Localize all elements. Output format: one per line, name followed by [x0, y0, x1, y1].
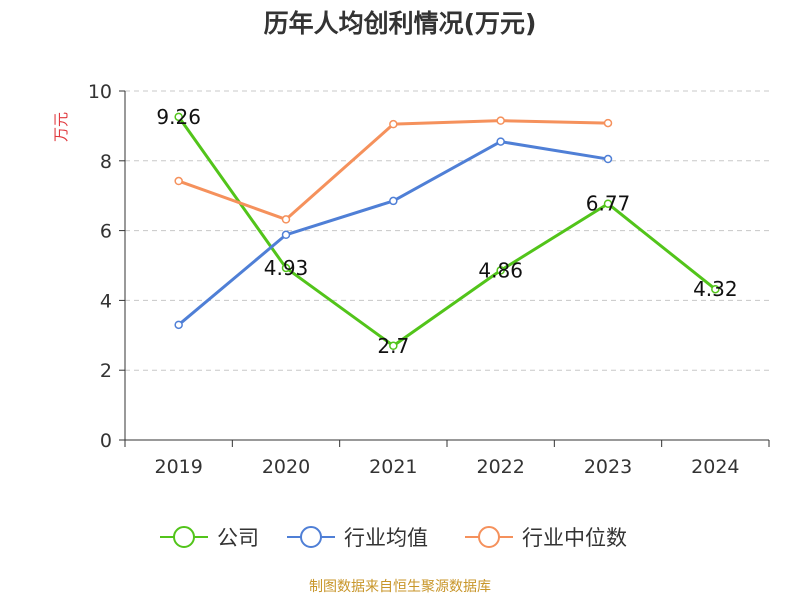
data-label: 2.7 — [377, 334, 409, 358]
x-tick-label: 2021 — [369, 456, 417, 478]
data-point — [389, 196, 398, 206]
data-point — [174, 112, 183, 122]
data-point — [711, 284, 720, 294]
data-label: 4.32 — [693, 277, 738, 301]
source-note: 制图数据来自恒生聚源数据库 — [309, 579, 491, 595]
legend-label: 公司 — [217, 526, 259, 550]
series-line-0 — [177, 115, 717, 348]
legend-marker — [300, 526, 322, 548]
y-tick-label: 6 — [100, 221, 112, 243]
y-tick-label: 2 — [100, 360, 112, 382]
data-point — [389, 341, 398, 351]
series-line-1 — [177, 140, 609, 326]
data-point — [603, 118, 613, 128]
data-point — [281, 263, 291, 273]
data-point — [603, 199, 613, 208]
y-tick-label: 4 — [100, 290, 112, 312]
data-label: 4.93 — [264, 256, 309, 280]
chart-title: 历年人均创利情况(万元) — [263, 9, 537, 38]
data-point — [174, 176, 183, 186]
data-point — [603, 154, 613, 164]
data-point — [496, 137, 505, 146]
x-tick-label: 2020 — [262, 456, 310, 478]
data-label: 4.86 — [478, 258, 523, 282]
data-label: 6.77 — [586, 192, 631, 216]
x-tick-label: 2022 — [476, 456, 524, 478]
x-tick-label: 2023 — [584, 456, 632, 478]
data-label: 9.26 — [156, 105, 201, 129]
x-tick-label: 2024 — [691, 456, 739, 478]
y-tick-label: 0 — [100, 430, 112, 452]
data-point — [389, 119, 398, 129]
data-point — [174, 320, 183, 330]
data-point — [281, 230, 291, 240]
legend-marker — [478, 526, 500, 548]
y-tick-label: 10 — [88, 81, 112, 103]
data-point — [281, 215, 291, 224]
legend-label: 行业中位数 — [522, 526, 627, 550]
data-point — [496, 266, 505, 275]
legend-label: 行业均值 — [344, 526, 428, 550]
data-point — [496, 116, 505, 125]
x-tick-label: 2019 — [154, 456, 202, 478]
legend-marker — [173, 526, 195, 548]
y-tick-label: 8 — [100, 151, 112, 173]
